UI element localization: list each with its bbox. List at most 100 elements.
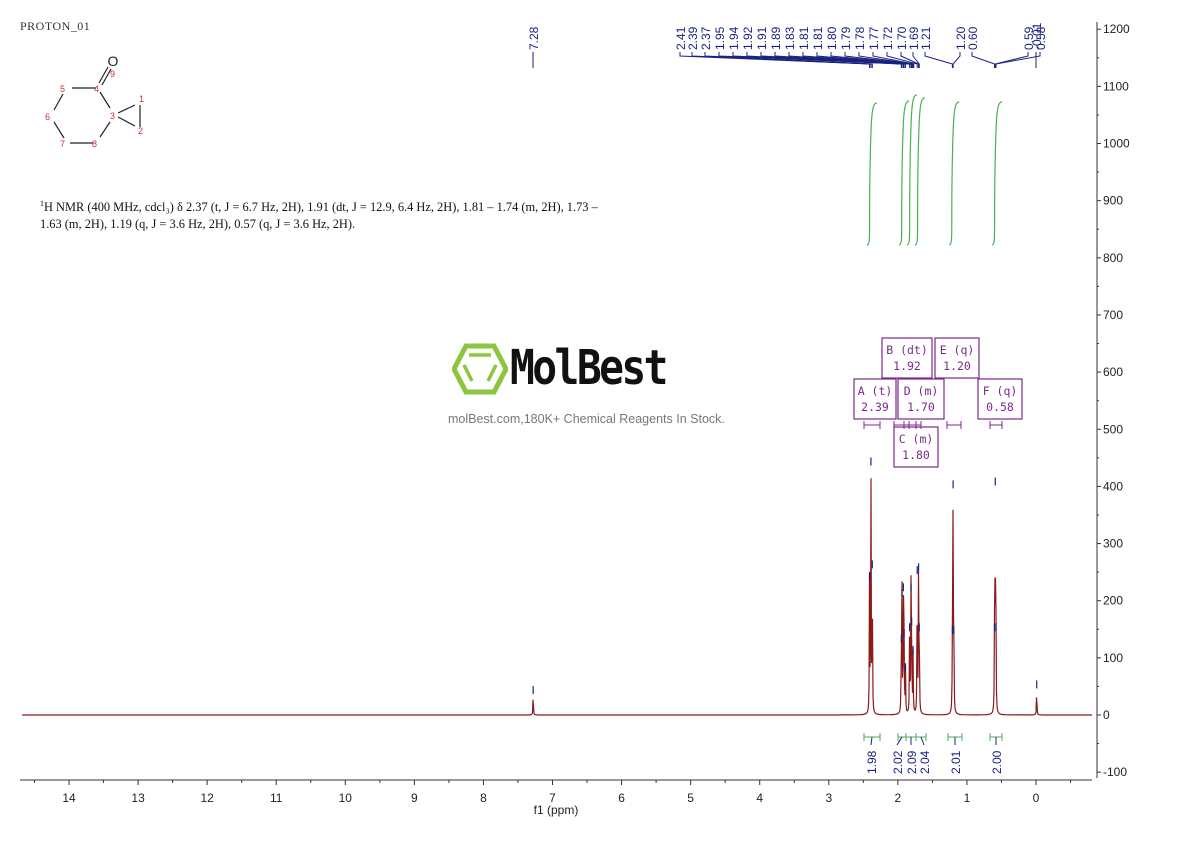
integral-value: 2.04 (918, 750, 932, 774)
multiplet-box-b: B (dt) 1.92 (881, 337, 933, 379)
x-tick-label: 2 (895, 791, 902, 805)
nmr-description-text: H NMR (400 MHz, cdcl₃) δ 2.37 (t, J = 6.… (40, 200, 598, 232)
peak-label: 7.28 (527, 26, 541, 50)
watermark-brand: MolBest (510, 340, 668, 396)
x-tick-label: 4 (756, 791, 763, 805)
peak-label: 0.60 (966, 26, 980, 50)
y-tick-label: -100 (1103, 765, 1127, 779)
multiplet-box-a: A (t) 2.39 (853, 378, 897, 420)
svg-text:1.80: 1.80 (902, 448, 930, 462)
atom-label-5: 5 (60, 84, 65, 94)
peak-label: 1.77 (867, 26, 881, 50)
y-tick-label: 700 (1103, 308, 1123, 322)
peak-label: 1.91 (755, 26, 769, 50)
atom-label-3: 3 (110, 111, 115, 121)
spectrum-trace (22, 457, 1092, 716)
molbest-logo-icon (452, 343, 508, 395)
x-tick-label: 14 (62, 791, 76, 805)
x-tick-label: 11 (270, 791, 283, 805)
svg-text:B (dt): B (dt) (886, 343, 928, 357)
integral-value: 2.02 (891, 750, 905, 774)
integral-value: 2.09 (905, 750, 919, 774)
x-tick-label: 1 (964, 791, 971, 805)
multiplet-box-f: F (q) 0.58 (977, 378, 1023, 420)
multiplet-box-c: C (m) 1.80 (893, 426, 939, 468)
peak-label: 2.37 (699, 26, 713, 50)
peak-label: 1.94 (727, 26, 741, 50)
x-tick-label: 5 (687, 791, 694, 805)
y-tick-label: 400 (1103, 479, 1123, 493)
peak-label: 1.21 (919, 26, 933, 50)
svg-text:D (m): D (m) (904, 384, 939, 398)
atom-label-7: 7 (60, 139, 65, 149)
watermark-tagline: molBest.com,180K+ Chemical Reagents In S… (448, 412, 725, 426)
peak-label: 1.80 (825, 26, 839, 50)
y-tick-label: 300 (1103, 537, 1123, 551)
x-tick-label: 3 (825, 791, 832, 805)
svg-text:0.58: 0.58 (986, 400, 1014, 414)
y-tick-label: 1200 (1103, 22, 1130, 36)
atom-label-6: 6 (45, 112, 50, 122)
x-tick-label: 12 (200, 791, 214, 805)
svg-text:1.20: 1.20 (943, 359, 971, 373)
y-axis: 1200110010009008007006005004003002001000… (1096, 22, 1130, 779)
y-tick-label: 100 (1103, 651, 1123, 665)
integral-value: 2.01 (949, 750, 963, 774)
svg-text:A (t): A (t) (858, 384, 893, 398)
peak-label: 1.81 (811, 26, 825, 50)
peak-labels: 7.28 2.412.39 2.37 1.95 1.94 1.92 1.91 1.89 1.83… (527, 22, 1048, 68)
y-tick-label: 500 (1103, 422, 1123, 436)
y-tick-label: 200 (1103, 594, 1123, 608)
svg-text:F (q): F (q) (983, 384, 1018, 398)
atom-label-2: 2 (138, 126, 143, 136)
nucleus-superscript: 1 (40, 199, 44, 208)
peak-label: 2.39 (686, 26, 700, 50)
multiplet-box-e: E (q) 1.20 (934, 337, 980, 379)
peak-label: 1.69 (907, 26, 921, 50)
svg-text:2.39: 2.39 (861, 400, 889, 414)
svg-text:C (m): C (m) (899, 432, 934, 446)
y-tick-label: 600 (1103, 365, 1123, 379)
peak-label: 1.92 (741, 26, 755, 50)
y-tick-label: 900 (1103, 194, 1123, 208)
peak-label: 1.70 (895, 26, 909, 50)
x-axis-label: f1 (ppm) (534, 803, 579, 817)
svg-text:1.92: 1.92 (893, 359, 921, 373)
peak-label: 1.72 (881, 26, 895, 50)
x-tick-label: 13 (131, 791, 145, 805)
x-tick-label: 10 (339, 791, 353, 805)
peak-label: 1.89 (769, 26, 783, 50)
oxygen-label: O (108, 53, 119, 69)
svg-text:1.70: 1.70 (907, 400, 935, 414)
integral-curves (866, 94, 1003, 246)
atom-label-4: 4 (94, 84, 99, 94)
peak-label: 0.59 (1022, 26, 1036, 50)
multiplet-box-d: D (m) 1.70 (897, 378, 945, 420)
integral-value: 2.00 (990, 750, 1004, 774)
x-axis: 14 13 12 11 10 9 8 7 6 5 4 3 2 1 0 (20, 779, 1092, 805)
x-tick-label: 7 (549, 791, 556, 805)
peak-label: 0.58 (1034, 26, 1048, 50)
peak-label: 2.41 (674, 26, 688, 50)
integral-value: 1.98 (865, 750, 879, 774)
y-tick-label: 1100 (1103, 79, 1129, 93)
x-tick-label: 6 (618, 791, 625, 805)
peak-label: 1.83 (783, 26, 797, 50)
sample-id: PROTON_01 (20, 19, 91, 33)
peak-label: 1.78 (853, 26, 867, 50)
atom-label-8: 8 (92, 139, 97, 149)
integral-labels: 1.98 2.02 2.09 2.04 2.01 2.00 (863, 733, 1004, 774)
y-tick-label: 800 (1103, 251, 1123, 265)
peak-label: 1.95 (713, 26, 727, 50)
nmr-description: 1H NMR (400 MHz, cdcl₃) δ 2.37 (t, J = 6… (40, 195, 600, 233)
peak-label: 1.79 (839, 26, 853, 50)
svg-text:E (q): E (q) (940, 343, 975, 357)
multiplet-boxes: A (t) 2.39 B (dt) 1.92 C (m) 1.80 D (m) 1.70 E (… (853, 337, 1023, 468)
y-tick-label: 0 (1103, 708, 1110, 722)
y-tick-label: 1000 (1103, 137, 1130, 151)
chemical-structure: O 1 2 3 4 5 6 7 8 9 (45, 53, 144, 149)
atom-label-9: 9 (110, 69, 115, 79)
x-tick-label: 0 (1033, 791, 1040, 805)
